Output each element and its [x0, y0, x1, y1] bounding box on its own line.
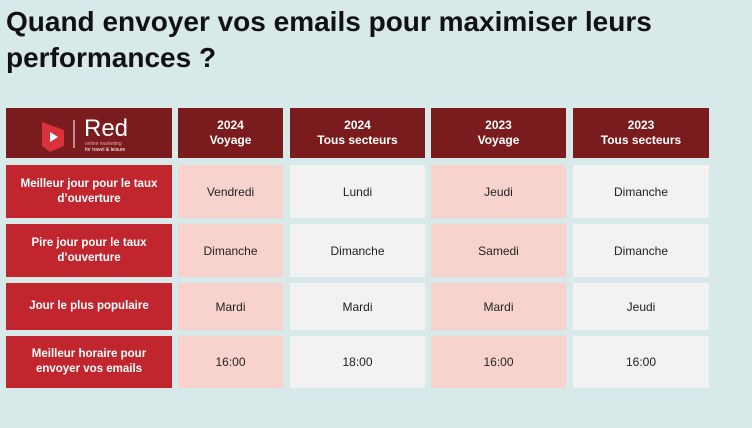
cell-text: 16:00: [215, 355, 246, 369]
cell-text: Dimanche: [613, 243, 669, 258]
logo-play: [50, 132, 58, 142]
table-cell: Lundi: [290, 165, 425, 218]
logo-name: Red: [84, 115, 128, 142]
cell-text: Dimanche: [203, 243, 258, 258]
table-cell: Samedi: [431, 224, 566, 277]
row-label: Meilleur jour pour le taux d’ouverture: [6, 165, 172, 218]
header-segment: Voyage: [209, 133, 252, 147]
table-cell: Vendredi: [178, 165, 283, 218]
header-year: 2024: [217, 118, 244, 132]
row-label: Pire jour pour le taux d’ouverture: [6, 224, 172, 277]
logo-tagline: online marketing: [85, 141, 122, 147]
cell-text: 18:00: [342, 355, 373, 369]
table-cell: Jeudi: [431, 165, 566, 218]
table-cell: Dimanche: [290, 224, 425, 277]
table-cell: Jeudi: [573, 283, 709, 330]
column-header: 2024 Tous secteurs: [290, 108, 425, 158]
cell-text: Jeudi: [626, 299, 656, 314]
table-cell: Dimanche: [573, 224, 709, 277]
table-cell: Dimanche: [178, 224, 283, 277]
header-year: 2023: [485, 118, 512, 132]
column-header: 2023 Tous secteurs: [573, 108, 709, 158]
row-label-text: Jour le plus populaire: [29, 300, 149, 312]
cell-text: Jeudi: [484, 184, 513, 199]
row-label-text: Meilleur jour pour le taux d’ouverture: [20, 177, 158, 205]
cell-text: Dimanche: [330, 243, 385, 258]
row-label: Jour le plus populaire: [6, 283, 172, 330]
column-header: 2023 Voyage: [431, 108, 566, 158]
header-segment: Voyage: [477, 133, 520, 147]
cell-text: Mardi: [483, 299, 514, 314]
cell-text: Vendredi: [206, 184, 255, 199]
column-header: 2024 Voyage: [178, 108, 283, 158]
table-cell: Dimanche: [573, 165, 709, 218]
cell-text: Samedi: [478, 243, 519, 258]
cell-text: Lundi: [342, 184, 373, 199]
logo: Red online marketing for travel & leisur…: [6, 108, 172, 158]
row-label-text: Pire jour pour le taux d’ouverture: [31, 236, 147, 264]
header-segment: Tous secteurs: [317, 133, 398, 147]
header-year: 2024: [344, 118, 371, 132]
table-cell: 16:00: [573, 336, 709, 388]
cell-text: Dimanche: [613, 184, 669, 199]
header-year: 2023: [627, 118, 655, 132]
table-cell: Mardi: [431, 283, 566, 330]
table-cell: 18:00: [290, 336, 425, 388]
logo-graphic: Red online marketing for travel & leisur…: [42, 115, 128, 153]
logo-tagline: for travel & leisure: [85, 147, 126, 153]
table-cell: 16:00: [431, 336, 566, 388]
cell-text: Mardi: [215, 299, 246, 314]
title: Quand envoyer vos emails pour maximiser …: [6, 6, 652, 73]
table-cell: Mardi: [178, 283, 283, 330]
cell-text: 16:00: [625, 355, 657, 369]
row-label-text: Meilleur horaire pour envoyer vos emails: [31, 348, 147, 375]
cell-text: Mardi: [342, 299, 373, 314]
row-label: Meilleur horaire pour envoyer vos emails: [6, 336, 172, 388]
table-cell: 16:00: [178, 336, 283, 388]
cell-text: 16:00: [483, 355, 514, 369]
header-segment: Tous secteurs: [600, 133, 682, 147]
table-cell: Mardi: [290, 283, 425, 330]
